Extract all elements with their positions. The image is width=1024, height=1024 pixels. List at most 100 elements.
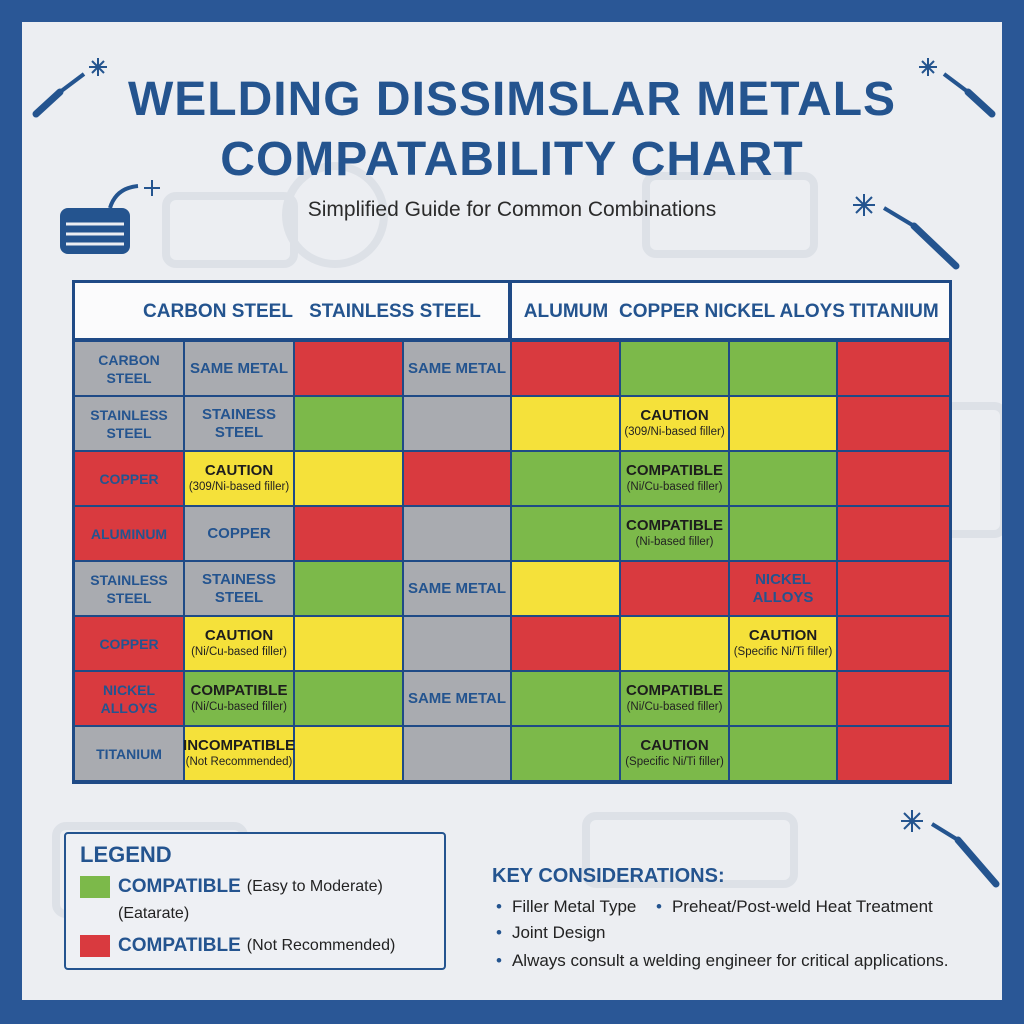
grid-cell	[621, 342, 728, 395]
chart-title-line-1: WELDING DISSIMSLAR METALS	[127, 73, 897, 126]
cell-status: NICKEL ALLOYS	[752, 570, 814, 606]
grid-cell	[404, 727, 510, 780]
grid-cell	[512, 617, 619, 670]
grid-cell	[295, 397, 402, 450]
legend-swatch-green	[80, 876, 110, 898]
cell-status: CAUTION	[204, 627, 274, 644]
grid-cell: CAUTION (Specific Ni/Ti filler)	[621, 727, 728, 780]
cell-status: COMPATIBLE	[626, 517, 723, 534]
grid-cell	[730, 672, 836, 725]
cell-status: STAINESS STEEL	[202, 405, 276, 441]
legend-item-not-recommended: COMPATIBLE (Not Recommended)	[80, 935, 395, 957]
grid-cell: SAME METAL	[185, 342, 293, 395]
legend-item-compatible: COMPATIBLE (Easy to Moderate)	[80, 876, 383, 898]
compatibility-grid: CARBON STEEL STAINLESS STEEL ALUMUM COPP…	[72, 280, 952, 784]
cell-status: SAME METAL	[407, 579, 507, 597]
cell-status: COPPER	[207, 524, 271, 542]
legend-swatch-red	[80, 935, 110, 957]
grid-cell: COMPATIBLE (Ni/Cu-based filler)	[185, 672, 293, 725]
cell-status: SAME METAL	[407, 689, 507, 707]
column-header: COPPER NICKEL ALOYS	[619, 301, 845, 322]
grid-cell	[838, 452, 949, 505]
grid-cell: SAME METAL	[404, 342, 510, 395]
grid-cell: CAUTION (309/Ni-based filler)	[185, 452, 293, 505]
grid-cell	[512, 562, 619, 615]
row-label: COPPER	[75, 617, 183, 670]
grid-cell	[295, 617, 402, 670]
grid-cell	[295, 562, 402, 615]
cell-note: (Specific Ni/Ti filler)	[625, 756, 724, 768]
grid-cell	[295, 507, 402, 560]
grid-cell	[838, 617, 949, 670]
grid-cell	[838, 507, 949, 560]
cell-note: (Ni/Cu-based filler)	[191, 646, 287, 658]
cell-note: (Ni/Cu-based filler)	[626, 701, 723, 713]
key-considerations-title: KEY CONSIDERATIONS:	[492, 865, 725, 887]
legend-note: (Not Recommended)	[246, 937, 396, 954]
background-pattern	[282, 162, 388, 268]
row-label: NICKEL ALLOYS	[75, 672, 183, 725]
key-consideration-item: Filler Metal Type	[496, 897, 636, 917]
grid-cell	[512, 727, 619, 780]
column-header: ALUMUM	[523, 301, 609, 322]
cell-note: (Ni-based filler)	[635, 536, 714, 548]
cell-status: CAUTION	[204, 462, 274, 479]
key-consideration-item: Preheat/Post-weld Heat Treatment	[656, 897, 933, 917]
chart-title-line-2: COMPATABILITY CHART	[220, 133, 804, 186]
grid-cell: CAUTION (Specific Ni/Ti filler)	[730, 617, 836, 670]
grid-cell	[512, 397, 619, 450]
grid-cell	[512, 672, 619, 725]
legend-label: COMPATIBLE	[118, 935, 241, 956]
grid-cell	[404, 617, 510, 670]
grid-cell	[512, 507, 619, 560]
grid-cell	[730, 397, 836, 450]
background-pattern	[582, 812, 798, 888]
grid-cell	[295, 452, 402, 505]
welding-machine-icon	[60, 180, 160, 254]
grid-cell	[838, 342, 949, 395]
cell-status: CAUTION	[640, 407, 709, 424]
row-label: STAINLESS STEEL	[75, 562, 183, 615]
grid-cell	[295, 342, 402, 395]
row-label: ALUMINUM	[75, 507, 183, 560]
legend-note: (Eatarate)	[118, 905, 190, 922]
welding-torch-icon	[32, 58, 107, 118]
welding-torch-icon	[901, 810, 1000, 888]
grid-cell: COMPATIBLE (Ni/Cu-based filler)	[621, 452, 728, 505]
row-label: STAINLESS STEEL	[75, 397, 183, 450]
welding-torch-icon	[919, 58, 996, 118]
cell-note: (309/Ni-based filler)	[188, 481, 290, 493]
chart-subtitle: Simplified Guide for Common Combinations	[307, 198, 717, 221]
grid-cell	[838, 397, 949, 450]
grid-cell: INCOMPATIBLE (Not Recommended)	[183, 727, 295, 780]
cell-status: CAUTION	[748, 627, 818, 644]
cell-note: (Specific Ni/Ti filler)	[733, 646, 833, 658]
cell-status: COMPATIBLE	[626, 682, 723, 699]
grid-cell	[512, 342, 619, 395]
grid-cell: CAUTION (309/Ni-based filler)	[621, 397, 728, 450]
row-label: COPPER	[75, 452, 183, 505]
grid-cell	[838, 562, 949, 615]
grid-cell	[404, 452, 510, 505]
cell-status: INCOMPATIBLE	[183, 737, 295, 754]
cell-status: COMPATIBLE	[190, 682, 288, 699]
grid-cell	[838, 672, 949, 725]
grid-cell	[512, 452, 619, 505]
row-label: CARBON STEEL	[75, 342, 183, 395]
grid-cell	[730, 507, 836, 560]
grid-cell: CAUTION (Ni/Cu-based filler)	[185, 617, 293, 670]
cell-status: STAINESS STEEL	[202, 570, 276, 606]
column-header: CARBON STEEL	[143, 301, 293, 322]
grid-cell: NICKEL ALLOYS	[730, 562, 836, 615]
welding-torch-icon	[853, 194, 960, 270]
cell-status: SAME METAL	[407, 359, 507, 377]
grid-cell	[730, 727, 836, 780]
cell-status: COMPATIBLE	[626, 462, 723, 479]
row-label: TITANIUM	[75, 727, 183, 780]
grid-cell: COPPER	[185, 507, 293, 560]
cell-note: (Ni/Cu-based filler)	[191, 701, 287, 713]
grid-cell	[730, 452, 836, 505]
column-header-bar: ALUMUM COPPER NICKEL ALOYS TITANIUM	[512, 283, 949, 338]
grid-cell	[838, 727, 949, 780]
key-consideration-item: Always consult a welding engineer for cr…	[496, 951, 949, 971]
